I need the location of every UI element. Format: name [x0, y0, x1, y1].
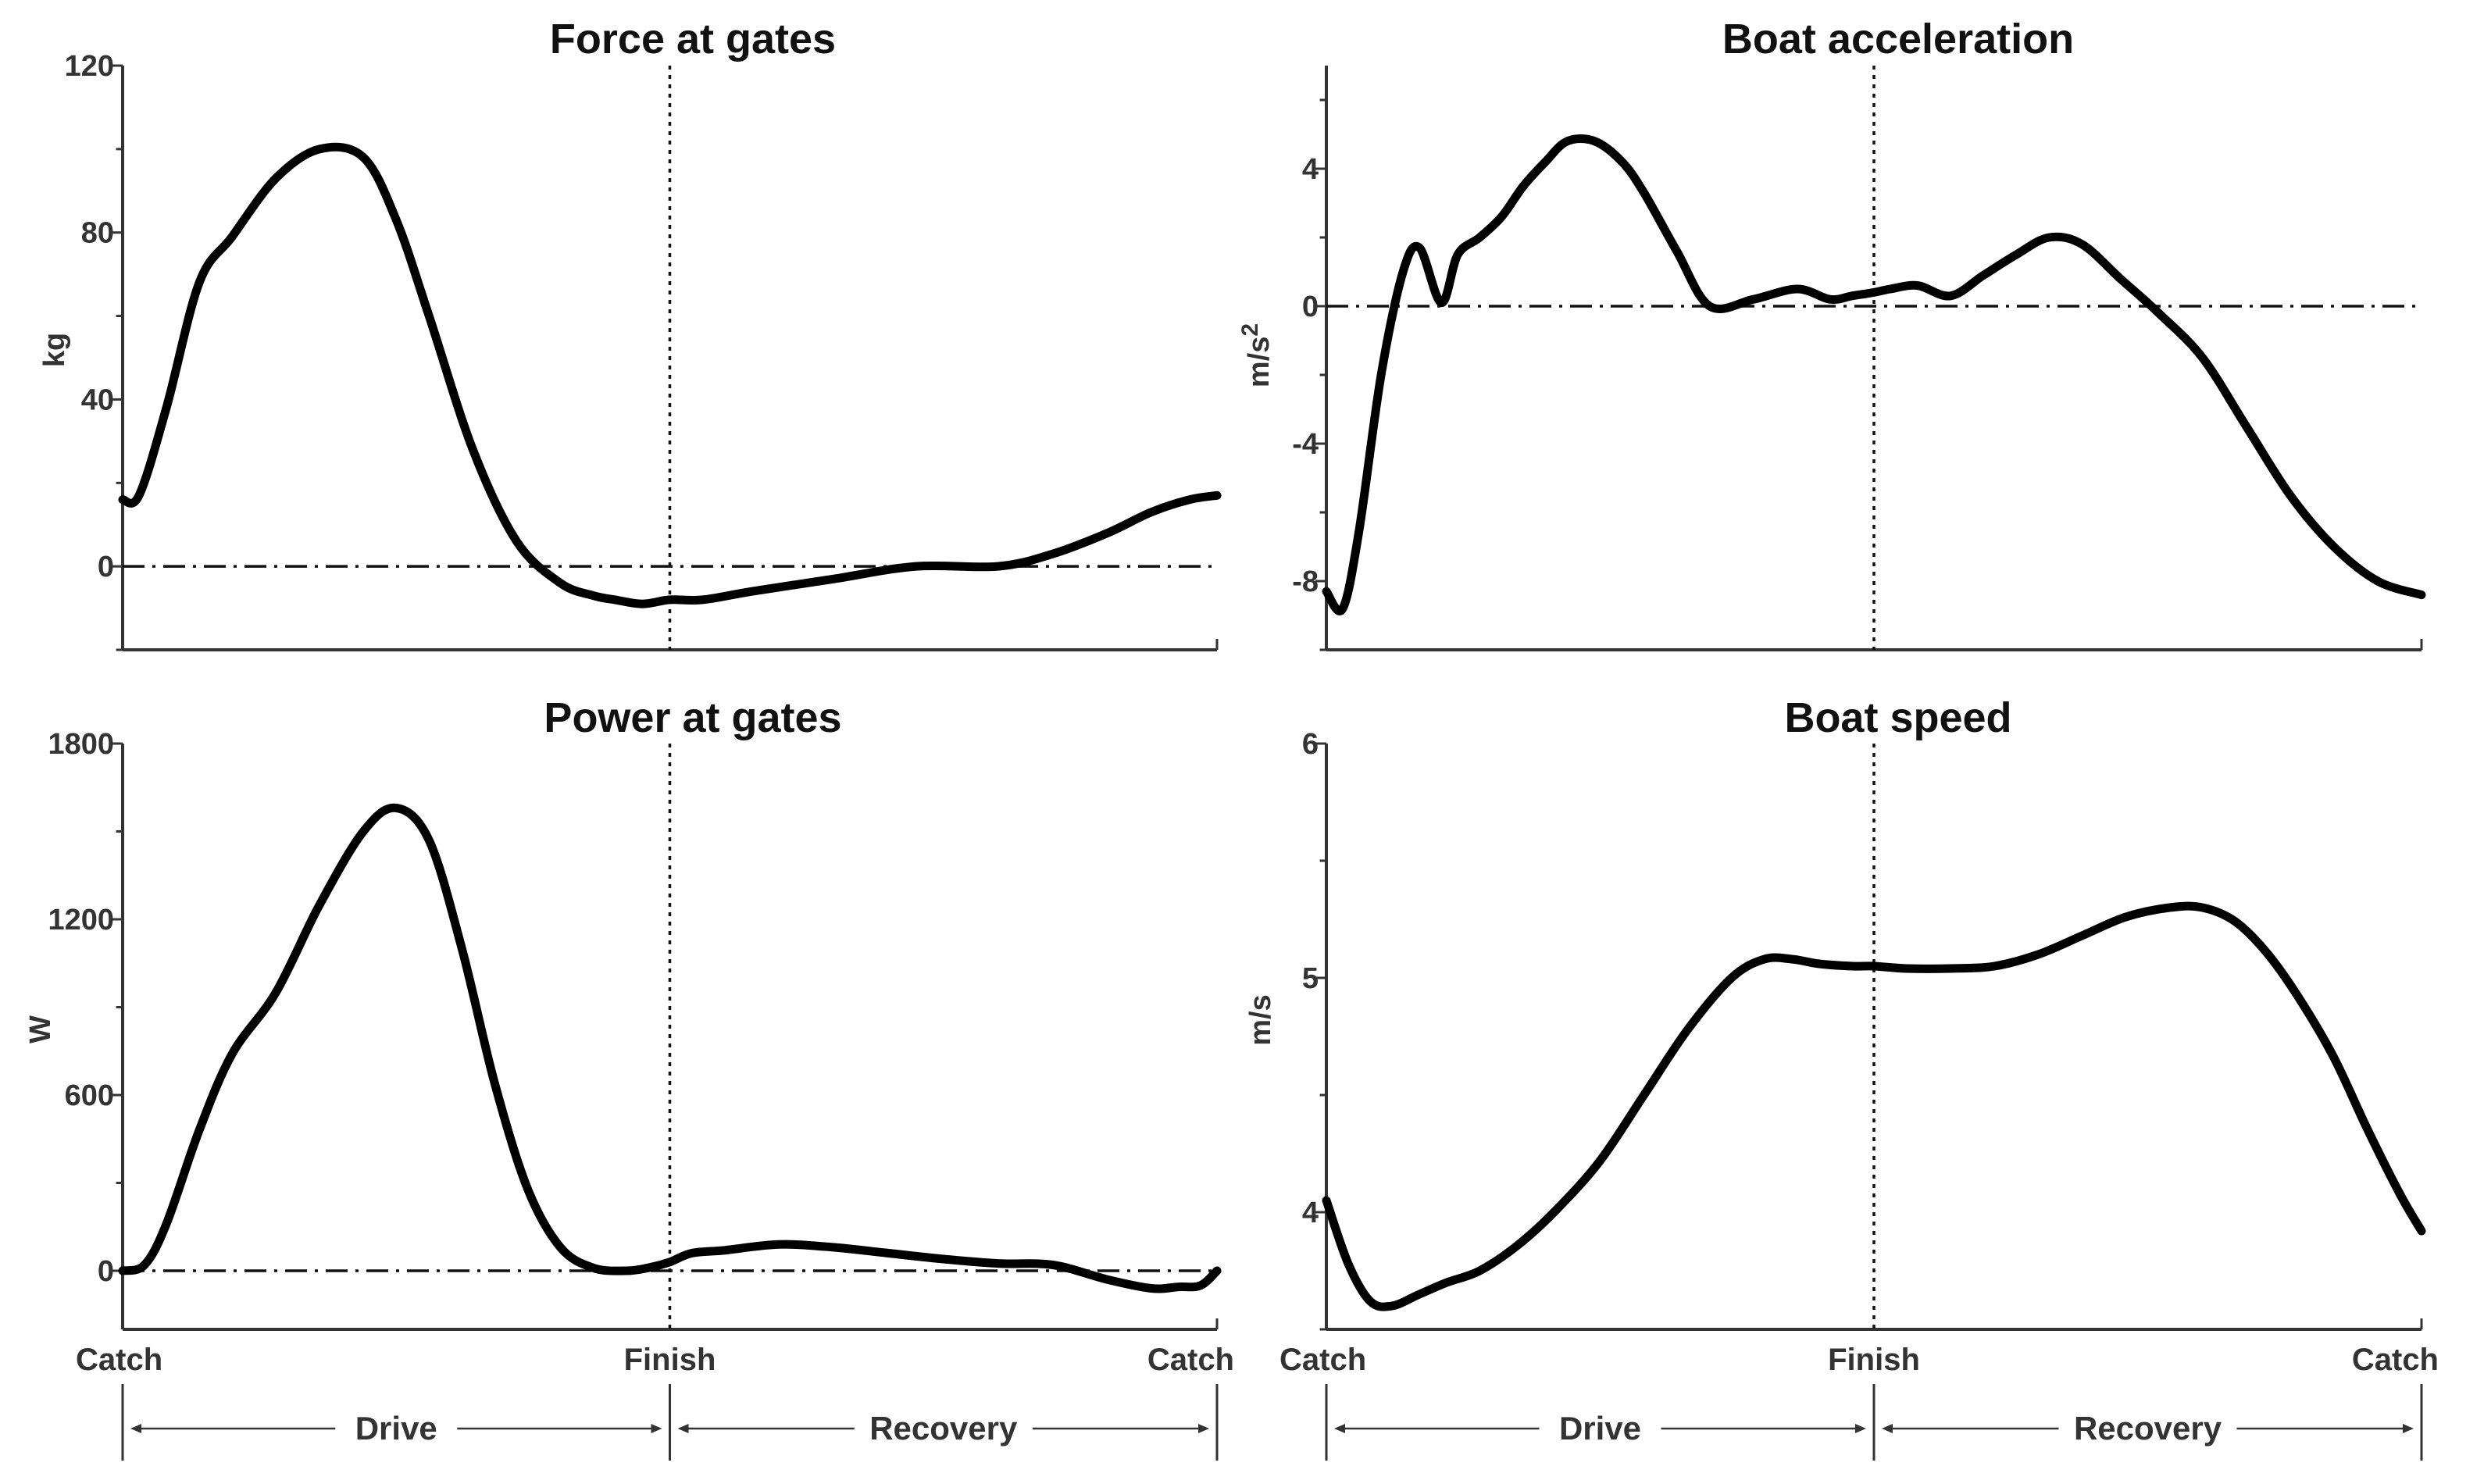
x-category-label: Catch [2352, 1343, 2439, 1377]
y-tick-label: 0 [98, 1255, 114, 1288]
arrow-head-left [1882, 1424, 1893, 1433]
y-tick-label: 1200 [48, 904, 114, 936]
phase-label: Drive [355, 1410, 437, 1447]
y-tick-label: 120 [65, 50, 114, 83]
y-axis-label: m/s2 [1237, 323, 1276, 387]
x-category-label: Finish [1828, 1343, 1920, 1377]
y-tick-label: 5 [1302, 962, 1319, 995]
chart-title: Power at gates [544, 694, 841, 741]
series-line [118, 803, 1222, 1293]
x-category-label: Catch [76, 1343, 162, 1377]
y-tick-label: 0 [98, 551, 114, 583]
arrow-head-left [130, 1424, 141, 1433]
y-tick-label: 0 [1302, 291, 1319, 323]
y-tick-label: 1800 [48, 728, 114, 761]
arrow-head-right [651, 1424, 662, 1433]
plot-area: 4 5 6 [1302, 728, 2426, 1331]
chart-boat-acceleration: Boat acceleration m/s2 -8 -4 0 4 [1237, 16, 2426, 651]
arrow-head-right [1198, 1424, 1209, 1433]
plot-area: 0 600 1200 1800 [48, 728, 1222, 1331]
y-tick-label: -8 [1292, 565, 1319, 598]
y-tick-label: 4 [1302, 153, 1319, 186]
arrow-head-left [1334, 1424, 1345, 1433]
y-tick-label: 600 [65, 1079, 114, 1112]
y-tick-label: 6 [1302, 728, 1319, 761]
series-line [118, 142, 1222, 608]
chart-title: Force at gates [550, 16, 836, 62]
x-category-label: Catch [1279, 1343, 1366, 1377]
y-tick-label: 40 [81, 383, 114, 416]
y-tick-label: 80 [81, 217, 114, 250]
plot-area: 0 40 80 120 [65, 50, 1222, 651]
x-category-label: Finish [624, 1343, 716, 1377]
phase-label: Recovery [869, 1410, 1018, 1447]
chart-title: Boat speed [1784, 694, 2011, 741]
arrow-head-right [2403, 1424, 2414, 1433]
chart-boat-speed: Boat speed m/s 4 5 6 [1244, 694, 2426, 1331]
arrow-head-left [677, 1424, 689, 1433]
x-axis-right: Catch Finish Catch Drive Recovery [1279, 1343, 2439, 1461]
y-axis-label: m/s [1244, 994, 1277, 1045]
y-axis-label: kg [38, 333, 71, 367]
y-tick-label: 4 [1302, 1197, 1319, 1229]
chart-power-at-gates: Power at gates W 0 600 1200 1800 [24, 694, 1222, 1331]
chart-force-at-gates: Force at gates kg 0 40 80 120 [38, 16, 1222, 651]
phase-label: Recovery [2074, 1410, 2222, 1447]
y-tick-label: -4 [1292, 428, 1319, 461]
chart-title: Boat acceleration [1722, 16, 2074, 62]
arrow-head-right [1855, 1424, 1866, 1433]
plot-area: -8 -4 0 4 [1292, 66, 2426, 651]
series-line [1322, 134, 2426, 615]
y-axis-label: W [24, 1015, 57, 1043]
x-category-label: Catch [1147, 1343, 1234, 1377]
series-line [1322, 901, 2426, 1311]
phase-label: Drive [1559, 1410, 1641, 1447]
x-axis-left: Catch Finish Catch Drive Recovery [76, 1343, 1234, 1461]
